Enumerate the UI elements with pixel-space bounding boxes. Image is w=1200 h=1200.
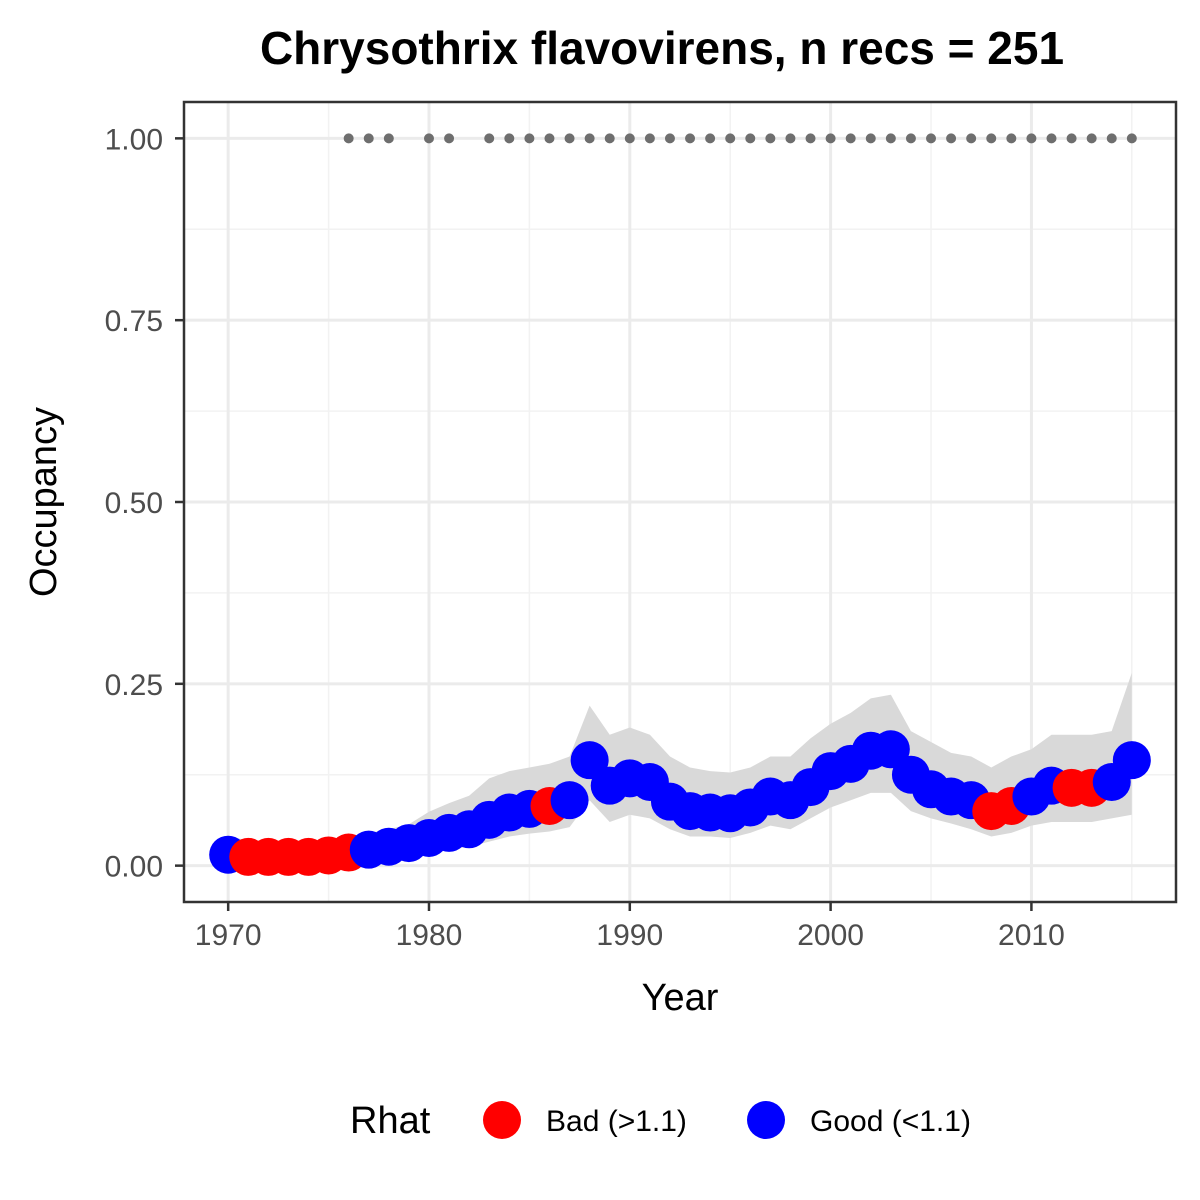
record-year-dot (383, 133, 394, 144)
record-year-dot (725, 133, 736, 144)
x-tick-label: 2010 (998, 919, 1065, 952)
record-year-dot (1126, 133, 1137, 144)
y-tick-label: 1.00 (105, 123, 163, 156)
legend-label-bad: Bad (>1.1) (546, 1105, 687, 1138)
record-year-dot (785, 133, 796, 144)
record-year-dot (1006, 133, 1017, 144)
chart-title: Chrysothrix flavovirens, n recs = 251 (260, 22, 1064, 74)
y-axis-title: Occupancy (23, 407, 65, 597)
record-year-dot (343, 133, 354, 144)
record-year-dot (604, 133, 615, 144)
record-year-dot (664, 133, 675, 144)
record-year-dot (845, 133, 856, 144)
record-year-dot (926, 133, 937, 144)
record-year-dot (624, 133, 635, 144)
record-year-dot (865, 133, 876, 144)
record-year-dot (644, 133, 655, 144)
record-year-dot (1086, 133, 1097, 144)
record-year-dot (484, 133, 495, 144)
legend-key-bad (483, 1101, 521, 1139)
y-tick-label: 0.00 (105, 851, 163, 884)
record-year-dot (1046, 133, 1057, 144)
legend-key-good (747, 1101, 785, 1139)
occupancy-point-good (570, 741, 609, 780)
record-year-dot (423, 133, 434, 144)
record-year-dot (1106, 133, 1117, 144)
record-year-dot (564, 133, 575, 144)
occupancy-point-good (871, 730, 910, 769)
record-year-dot (825, 133, 836, 144)
x-tick-label: 2000 (797, 919, 864, 952)
occupancy-point-good (1112, 741, 1151, 780)
record-year-dot (905, 133, 916, 144)
record-year-dot (1026, 133, 1037, 144)
record-year-dot (966, 133, 977, 144)
legend-title: Rhat (350, 1100, 431, 1142)
occupancy-point-good (550, 781, 589, 820)
x-axis-title: Year (642, 977, 719, 1019)
record-year-dot (685, 133, 696, 144)
record-year-dot (544, 133, 555, 144)
legend-label-good: Good (<1.1) (810, 1105, 971, 1138)
record-year-dot (745, 133, 756, 144)
record-year-dot (524, 133, 535, 144)
x-tick-label: 1970 (195, 919, 262, 952)
x-tick-label: 1990 (596, 919, 663, 952)
plot-area: 1970 1980 1990 2000 2010 0.00 0.25 0.50 0.75 1.00 (105, 100, 1178, 952)
record-year-dot (705, 133, 716, 144)
record-year-dot (986, 133, 997, 144)
y-tick-label: 0.25 (105, 669, 163, 702)
record-year-dot (946, 133, 957, 144)
y-tick-label: 0.75 (105, 305, 163, 338)
legend: Rhat Bad (>1.1) Good (<1.1) (350, 1100, 971, 1142)
y-tick-label: 0.50 (105, 487, 163, 520)
record-year-dot (584, 133, 595, 144)
record-year-dot (1066, 133, 1077, 144)
x-tick-label: 1980 (396, 919, 463, 952)
record-year-dot (765, 133, 776, 144)
record-year-dot (444, 133, 455, 144)
record-year-dot (504, 133, 515, 144)
record-year-dot (885, 133, 896, 144)
record-year-dot (805, 133, 816, 144)
record-year-dot (363, 133, 374, 144)
